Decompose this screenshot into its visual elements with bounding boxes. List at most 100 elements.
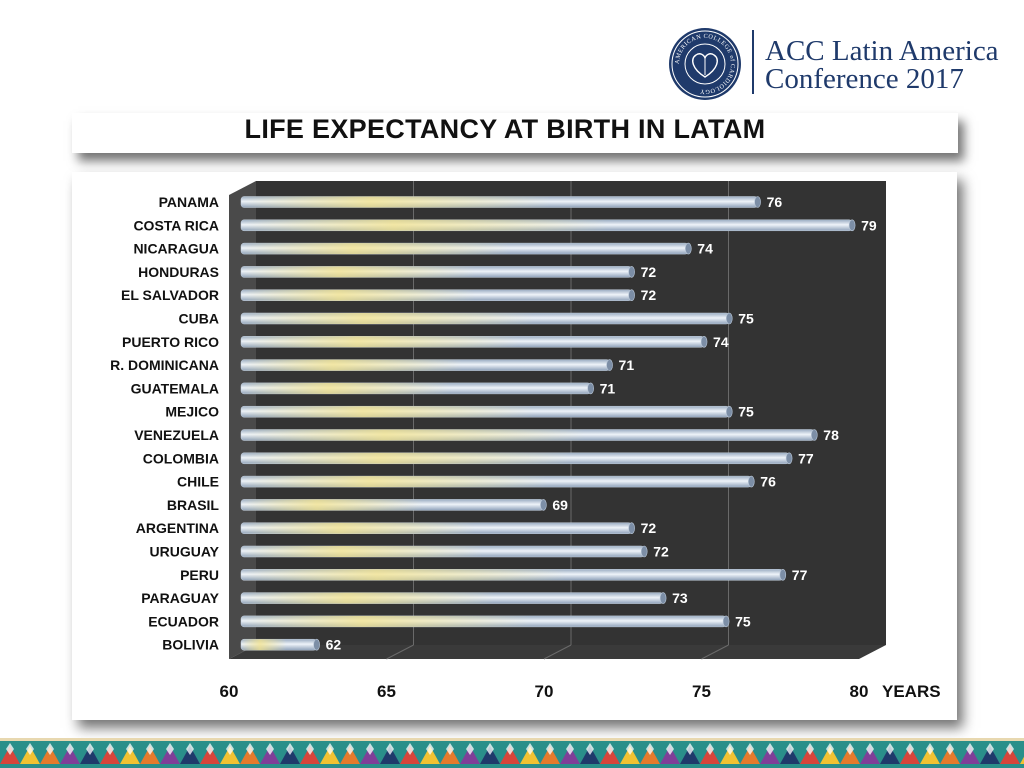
category-label: PERU: [180, 567, 219, 583]
bar-data-label: 76: [760, 474, 776, 490]
bar: [240, 429, 818, 441]
bar-data-label: 69: [552, 497, 568, 513]
category-label: GUATEMALA: [131, 380, 219, 396]
bar: [240, 405, 733, 418]
category-label: ARGENTINA: [136, 520, 219, 536]
strip-diamond: [206, 743, 214, 755]
strip-diamond: [86, 743, 94, 755]
category-label: MEJICO: [165, 404, 219, 420]
gridline-floor: [543, 644, 572, 660]
strip-diamond: [966, 743, 974, 755]
strip-diamond: [726, 743, 734, 755]
bar-end-cap: [725, 405, 733, 418]
strip-diamond: [386, 743, 394, 755]
strip-diamond: [986, 743, 994, 755]
bar: [240, 452, 793, 465]
strip-diamond: [26, 743, 34, 755]
strip-diamond: [826, 743, 834, 755]
bar-end-cap: [684, 242, 692, 255]
strip-diamond: [426, 743, 434, 755]
category-label: COSTA RICA: [133, 217, 219, 233]
chart-title: LIFE EXPECTANCY AT BIRTH IN LATAM: [244, 114, 766, 144]
x-tick-label: 75: [692, 682, 711, 701]
strip-diamond: [626, 743, 634, 755]
bar-data-label: 72: [641, 264, 657, 280]
bar: [240, 499, 547, 511]
strip-diamond: [706, 743, 714, 755]
strip-diamond: [766, 743, 774, 755]
category-label: PUERTO RICO: [122, 334, 219, 350]
strip-diamond: [126, 743, 134, 755]
category-label: BOLIVIA: [162, 637, 219, 653]
bar-data-label: 75: [738, 311, 754, 327]
bar: [240, 242, 692, 255]
category-label: VENEZUELA: [134, 427, 219, 443]
strip-diamond: [666, 743, 674, 755]
bar-end-cap: [700, 335, 708, 348]
bar-data-label: 74: [697, 241, 713, 257]
strip-diamond: [946, 743, 954, 755]
bar-data-label: 76: [767, 194, 783, 210]
x-tick-label: 65: [377, 682, 396, 701]
strip-diamond: [246, 743, 254, 755]
strip-diamond: [146, 743, 154, 755]
strip-diamond: [846, 743, 854, 755]
bar-end-cap: [587, 382, 594, 395]
bar-end-cap: [659, 592, 667, 604]
strip-diamond: [926, 743, 934, 755]
gridline-floor: [701, 644, 729, 660]
bar-end-cap: [722, 615, 730, 628]
category-label: URUGUAY: [150, 544, 220, 560]
strip-diamond: [66, 743, 74, 755]
bar-highlight: [241, 452, 790, 464]
bar-end-cap: [313, 638, 320, 651]
strip-diamond: [746, 743, 754, 755]
bar-highlight: [241, 382, 591, 394]
decorative-border-strip: [0, 738, 1024, 768]
bar: [240, 219, 856, 232]
bar-end-cap: [606, 359, 613, 371]
bar-data-label: 78: [823, 427, 839, 443]
bar: [240, 522, 635, 535]
x-tick-label: 70: [535, 682, 554, 701]
conference-name-line-1: ACC Latin America: [765, 35, 999, 67]
bar: [240, 266, 635, 278]
bar-highlight: [241, 289, 632, 301]
strip-diamond: [6, 743, 14, 755]
strip-diamond: [646, 743, 654, 755]
bar-data-label: 75: [738, 404, 754, 420]
bar: [240, 196, 761, 208]
strip-diamond: [606, 743, 614, 755]
strip-diamond: [866, 743, 874, 755]
bar: [240, 615, 730, 628]
bar-end-cap: [628, 522, 635, 535]
x-tick-label: 60: [220, 682, 239, 701]
bar: [240, 475, 755, 488]
bar-highlight: [241, 639, 317, 651]
bar-data-label: 79: [861, 217, 877, 233]
bar-data-label: 72: [653, 544, 669, 560]
category-label: CHILE: [177, 474, 219, 490]
strip-diamond: [526, 743, 534, 755]
category-label: PANAMA: [159, 194, 219, 210]
bar-highlight: [241, 429, 815, 441]
bar: [240, 312, 733, 325]
conference-name-line-2: Conference 2017: [765, 63, 964, 95]
category-label: BRASIL: [167, 497, 220, 513]
bar-end-cap: [640, 545, 648, 558]
bar-highlight: [241, 336, 705, 348]
bar: [240, 382, 594, 395]
bar-highlight: [241, 615, 727, 627]
bar-end-cap: [725, 312, 733, 325]
category-label: HONDURAS: [138, 264, 219, 280]
logo-divider: [752, 30, 754, 94]
bar-highlight: [241, 219, 853, 231]
bar-end-cap: [540, 499, 547, 511]
bar-data-label: 77: [792, 567, 808, 583]
category-label: EL SALVADOR: [121, 287, 219, 303]
bar-data-label: 71: [600, 380, 616, 396]
strip-diamond: [566, 743, 574, 755]
title-panel: [72, 113, 958, 153]
bar-highlight: [241, 243, 689, 255]
